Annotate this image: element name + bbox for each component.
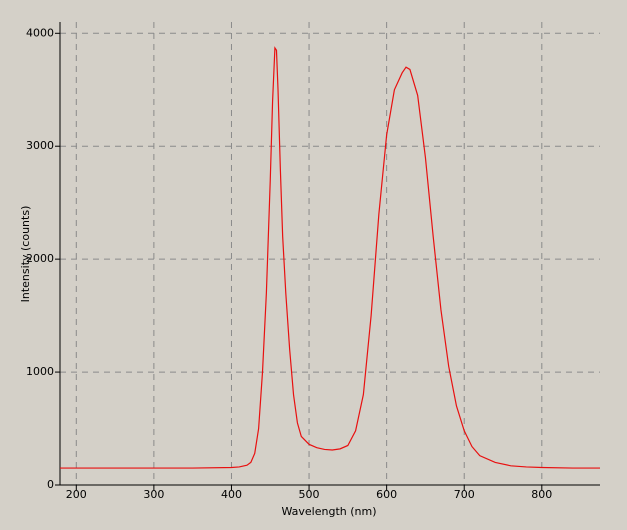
y-tick-label: 0	[47, 478, 54, 491]
x-tick-label: 200	[66, 488, 87, 501]
y-tick-label: 4000	[26, 26, 54, 39]
x-tick-label: 500	[299, 488, 320, 501]
x-axis-label: Wavelength (nm)	[281, 505, 376, 518]
y-axis-label: Intensity (counts)	[19, 206, 32, 303]
x-tick-label: 600	[376, 488, 397, 501]
y-tick-label: 2000	[26, 252, 54, 265]
y-tick-label: 1000	[26, 365, 54, 378]
x-tick-label: 400	[221, 488, 242, 501]
x-tick-label: 800	[531, 488, 552, 501]
y-tick-label: 3000	[26, 139, 54, 152]
spectrum-line	[60, 46, 600, 469]
x-tick-label: 700	[454, 488, 475, 501]
x-tick-label: 300	[143, 488, 164, 501]
